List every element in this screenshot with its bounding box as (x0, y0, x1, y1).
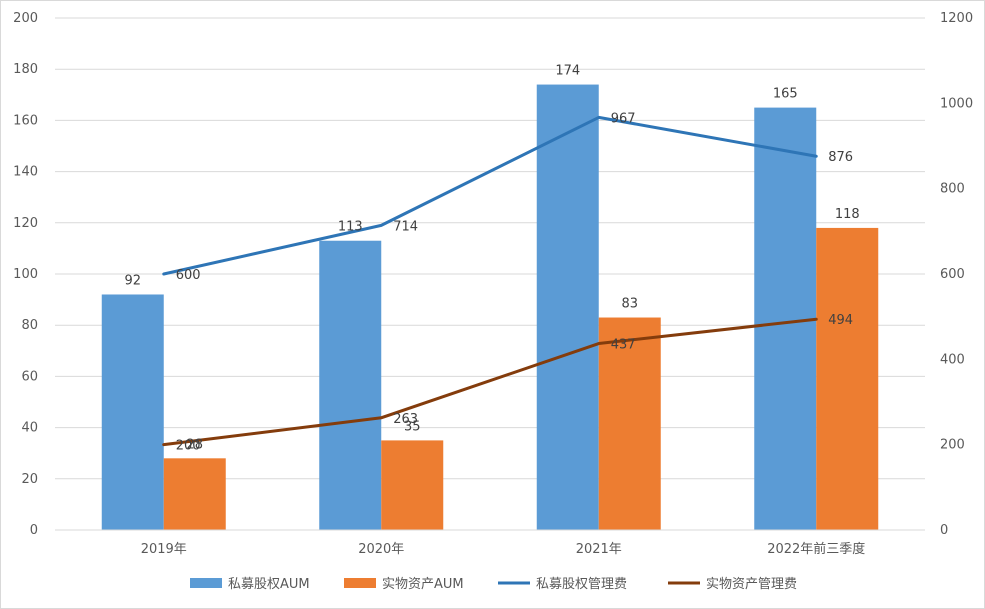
y-left-tick-label: 80 (21, 318, 38, 333)
bar-data-label: 35 (404, 419, 421, 434)
x-tick-label: 2021年 (576, 542, 622, 557)
y-right-tick-label: 0 (940, 523, 948, 538)
y-right-tick-label: 1000 (940, 96, 973, 111)
y-right-tick-label: 400 (940, 352, 965, 367)
bars (101, 84, 879, 531)
legend-label: 私募股权AUM (228, 576, 310, 592)
y-left-tick-label: 100 (13, 267, 38, 282)
bar-data-label: 118 (835, 207, 860, 222)
line-data-label: 263 (393, 412, 418, 427)
bar-data-label: 174 (555, 64, 580, 79)
y-left-tick-label: 200 (13, 11, 38, 26)
x-tick-label: 2022年前三季度 (767, 541, 865, 557)
y-left-tick-label: 60 (21, 369, 38, 384)
bar (319, 240, 382, 530)
series-line (162, 115, 818, 276)
y-left-tick-label: 140 (13, 165, 38, 180)
y-left-tick-label: 40 (21, 421, 38, 436)
y-right-tick-label: 1200 (940, 11, 973, 26)
bar (536, 84, 599, 530)
legend: 私募股权AUM 实物资产AUM 私募股权管理费 实物资产管理费 (190, 576, 797, 592)
line-data-label: 967 (611, 111, 636, 126)
y-right-tick-label: 200 (940, 438, 965, 453)
legend-label: 实物资产AUM (382, 577, 464, 592)
legend-swatch (190, 578, 222, 588)
bar-data-label: 113 (338, 220, 363, 235)
x-tick-label: 2019年 (141, 542, 187, 557)
line-data-label: 200 (176, 439, 201, 454)
line-data-label: 876 (828, 150, 853, 165)
x-tick-label: 2020年 (358, 542, 404, 557)
y-right-tick-label: 800 (940, 182, 965, 197)
x-ticks: 2019年 2020年 2021年 2022年前三季度 (55, 529, 925, 557)
lines (162, 115, 818, 447)
bar-data-label: 83 (621, 297, 638, 312)
line-data-label: 494 (828, 313, 853, 328)
bar-data-label: 92 (124, 273, 141, 288)
legend-label: 私募股权管理费 (536, 576, 627, 592)
y-left-tick-label: 0 (30, 523, 38, 538)
y-left-tick-label: 20 (21, 472, 38, 487)
bar-data-label: 28 (186, 437, 203, 452)
line-data-label: 600 (176, 268, 201, 283)
legend-label: 实物资产管理费 (706, 577, 797, 592)
y-left-tick-label: 180 (13, 62, 38, 77)
bar (816, 227, 879, 531)
y-right-tick-label: 600 (940, 267, 965, 282)
bar (754, 107, 817, 530)
legend-swatch (344, 578, 376, 588)
data-labels: 92 113 174 165 28 35 83 118 600 714 967 876 200 263 43… (124, 64, 859, 454)
line-data-label: 714 (393, 219, 418, 234)
bar (101, 294, 164, 530)
series-line (162, 317, 818, 447)
y-right-ticks: 0 200 400 600 800 1000 1200 (940, 11, 973, 538)
bar-data-label: 165 (773, 87, 798, 102)
bar (598, 317, 661, 530)
y-left-ticks: 0 20 40 60 80 100 120 140 160 180 200 (13, 11, 38, 538)
y-left-tick-label: 160 (13, 113, 38, 128)
bar (163, 458, 226, 530)
y-left-tick-label: 120 (13, 216, 38, 231)
bar (381, 440, 444, 530)
line-data-label: 437 (611, 338, 636, 353)
